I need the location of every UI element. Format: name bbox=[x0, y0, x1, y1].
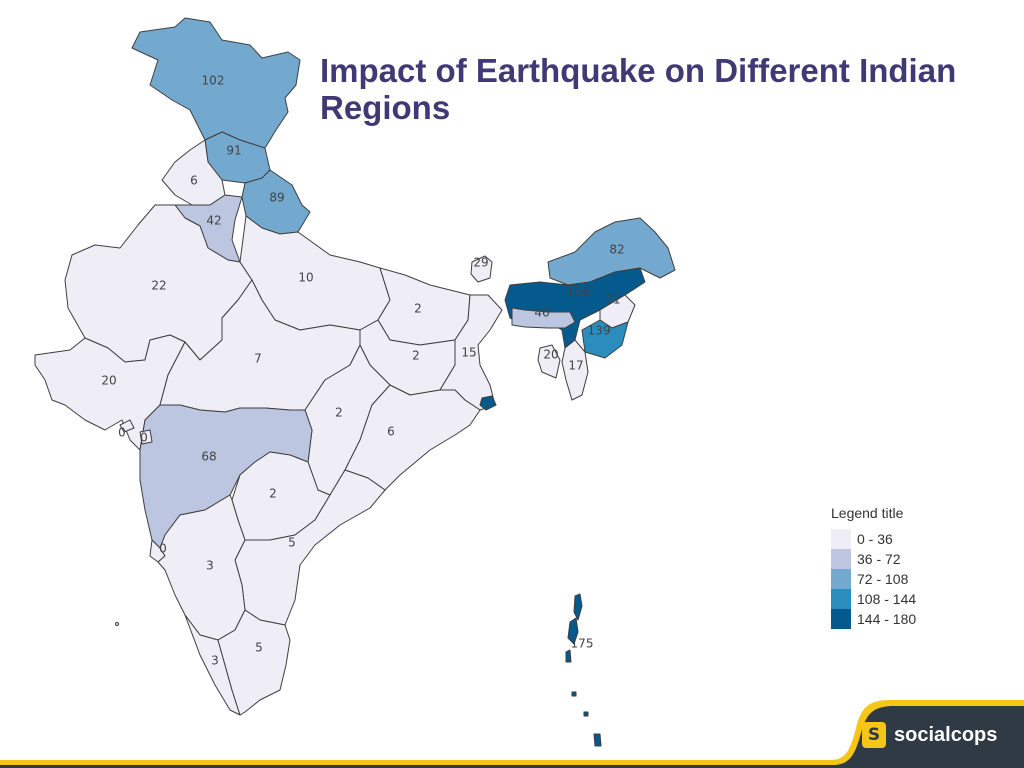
label-uttarakhand: 89 bbox=[269, 191, 284, 205]
label-maharashtra: 68 bbox=[201, 450, 216, 464]
legend-item[interactable]: 108 - 144 bbox=[831, 589, 916, 609]
label-andaman-nicobar: 175 bbox=[571, 637, 594, 651]
label-dadra-nagar-haveli: 0 bbox=[140, 431, 148, 445]
state-regions bbox=[34, 17, 676, 747]
region-manipur[interactable] bbox=[581, 319, 629, 359]
legend-swatch bbox=[831, 549, 851, 569]
label-chhattisgarh: 2 bbox=[335, 406, 343, 420]
label-sikkim: 29 bbox=[473, 256, 488, 270]
label-uttar-pradesh: 10 bbox=[298, 271, 313, 285]
region-daman-diu[interactable] bbox=[119, 419, 135, 433]
label-haryana: 42 bbox=[206, 214, 221, 228]
label-assam: 156 bbox=[567, 285, 590, 299]
label-punjab: 6 bbox=[190, 174, 198, 188]
label-tripura: 20 bbox=[543, 348, 558, 362]
region-west-bengal-delta bbox=[479, 395, 497, 411]
label-daman-diu: 0 bbox=[118, 426, 126, 440]
legend-swatch bbox=[831, 609, 851, 629]
map-title: Impact of Earthquake on Different Indian… bbox=[320, 52, 957, 126]
label-rajasthan: 22 bbox=[151, 279, 166, 293]
legend-item-label: 144 - 180 bbox=[857, 611, 917, 627]
map-legend: Legend title 0 - 36 36 - 72 72 - 108 108… bbox=[831, 505, 916, 629]
legend-item-label: 36 - 72 bbox=[857, 551, 901, 567]
region-andaman-nicobar[interactable] bbox=[565, 593, 602, 747]
brand-name: socialcops bbox=[894, 723, 998, 746]
label-andhra-pradesh: 5 bbox=[288, 536, 296, 550]
region-tripura[interactable] bbox=[537, 344, 561, 379]
label-arunachal-pradesh: 82 bbox=[609, 243, 624, 257]
label-tamil-nadu: 5 bbox=[255, 641, 263, 655]
label-bihar: 2 bbox=[414, 302, 422, 316]
footer-dark-bar bbox=[0, 706, 1024, 768]
label-karnataka: 3 bbox=[206, 559, 214, 573]
label-madhya-pradesh: 7 bbox=[254, 352, 262, 366]
label-jharkhand: 2 bbox=[412, 349, 420, 363]
legend-item-label: 108 - 144 bbox=[857, 591, 917, 607]
label-mizoram: 17 bbox=[568, 359, 583, 373]
region-lakshadweep bbox=[115, 622, 119, 626]
region-mizoram[interactable] bbox=[561, 339, 589, 401]
legend-swatch bbox=[831, 569, 851, 589]
region-odisha[interactable] bbox=[344, 384, 481, 491]
region-uttarakhand[interactable] bbox=[241, 169, 311, 235]
legend-item[interactable]: 36 - 72 bbox=[831, 549, 916, 569]
label-gujarat: 20 bbox=[101, 374, 116, 388]
legend-swatch bbox=[831, 589, 851, 609]
label-odisha: 6 bbox=[387, 425, 395, 439]
label-nagaland: 21 bbox=[605, 293, 620, 307]
label-kerala: 3 bbox=[211, 654, 219, 668]
label-meghalaya: 46 bbox=[534, 306, 549, 320]
legend-item[interactable]: 144 - 180 bbox=[831, 609, 916, 629]
label-telangana: 2 bbox=[269, 487, 277, 501]
brand-logo[interactable]: S socialcops bbox=[862, 722, 997, 748]
label-jammu-kashmir: 102 bbox=[202, 74, 225, 88]
legend-title: Legend title bbox=[831, 505, 904, 521]
brand-footer bbox=[0, 700, 1024, 768]
region-bihar[interactable] bbox=[377, 267, 471, 346]
legend-item-label: 0 - 36 bbox=[857, 531, 893, 547]
region-meghalaya[interactable] bbox=[511, 307, 576, 329]
region-value-labels: 102 91 6 42 89 22 10 2 29 82 156 21 46 1… bbox=[101, 74, 624, 668]
label-himachal-pradesh: 91 bbox=[226, 144, 241, 158]
region-sikkim[interactable] bbox=[470, 255, 493, 283]
label-goa: 0 bbox=[159, 542, 167, 556]
region-jammu-kashmir[interactable] bbox=[131, 17, 301, 149]
legend-swatch bbox=[831, 529, 851, 549]
legend-item-label: 72 - 108 bbox=[857, 571, 909, 587]
legend-item[interactable]: 72 - 108 bbox=[831, 569, 916, 589]
brand-badge-icon: S bbox=[862, 722, 886, 748]
legend-item[interactable]: 0 - 36 bbox=[831, 529, 916, 549]
region-tamil-nadu[interactable] bbox=[217, 609, 291, 716]
label-manipur: 139 bbox=[588, 324, 611, 338]
region-dadra-nagar-haveli[interactable] bbox=[139, 429, 153, 445]
label-west-bengal: 15 bbox=[461, 346, 476, 360]
region-karnataka[interactable] bbox=[157, 494, 246, 641]
